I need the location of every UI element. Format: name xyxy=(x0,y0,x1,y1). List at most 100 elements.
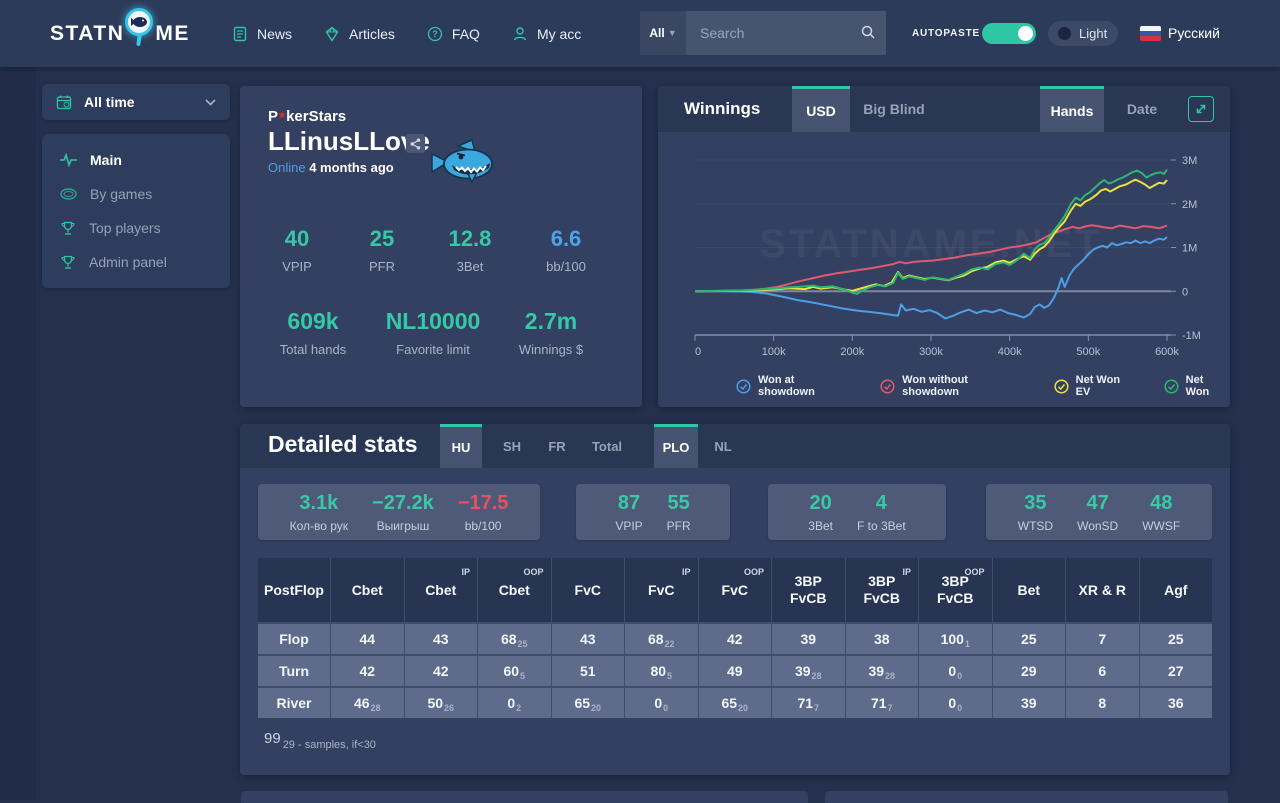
sidebar-menu: Main By games Top players Admin panel xyxy=(42,134,230,288)
tab-plo[interactable]: PLO xyxy=(654,424,698,468)
legend-item[interactable]: Net Won EV xyxy=(1054,374,1138,398)
stat-favorite-limit: NL10000 Favorite limit xyxy=(385,308,481,357)
toggle-knob xyxy=(1018,26,1033,41)
table-header-cell: XR & R xyxy=(1066,558,1139,622)
stat-winnings: 2.7m Winnings $ xyxy=(518,308,584,357)
summary-chip-hands: 3.1k Кол-во рук −27.2k Выигрыш −17.5 bb/100 xyxy=(258,484,540,540)
table-cell: 49 xyxy=(698,656,771,686)
chevron-down-icon xyxy=(205,98,216,106)
tab-hu[interactable]: HU xyxy=(440,424,482,468)
table-header-cell: FvC xyxy=(551,558,624,622)
table-cell: 42 xyxy=(698,624,771,654)
table-cell: 80 5 xyxy=(625,656,698,686)
winnings-title: Winnings xyxy=(684,99,761,118)
share-button[interactable] xyxy=(406,134,425,153)
table-cell: 68 22 xyxy=(625,624,698,654)
faq-icon: ? xyxy=(427,26,443,41)
stat-pfr: 25 PFR xyxy=(369,226,395,274)
search-bar: All ▼ xyxy=(640,11,886,55)
svg-text:400k: 400k xyxy=(998,346,1022,358)
nav-item-faq[interactable]: ? FAQ xyxy=(427,26,480,42)
table-row-label: Turn xyxy=(258,656,330,686)
table-cell: 42 xyxy=(331,656,404,686)
svg-text:1M: 1M xyxy=(1182,243,1197,255)
check-circle-icon xyxy=(736,378,751,394)
search-icon[interactable] xyxy=(860,24,876,40)
legend-item[interactable]: Net Won xyxy=(1164,374,1230,398)
stat-bb100: 6.6 bb/100 xyxy=(546,226,586,274)
table-cell: 27 xyxy=(1139,656,1212,686)
legend-item[interactable]: Won at showdown xyxy=(736,374,854,398)
theme-switch[interactable]: Light xyxy=(1048,21,1118,46)
statname-logo[interactable]: STATN ME xyxy=(50,8,190,47)
svg-text:100k: 100k xyxy=(762,346,786,358)
table-header-cell: 3BP FvCB xyxy=(772,558,845,622)
nav-item-articles[interactable]: Articles xyxy=(324,26,395,42)
tab-date[interactable]: Date xyxy=(1126,101,1158,117)
svg-text:0: 0 xyxy=(1182,286,1188,298)
tab-nl[interactable]: NL xyxy=(714,438,732,454)
star-icon: ★ xyxy=(278,110,287,120)
nav-item-my-account[interactable]: My acc xyxy=(512,26,581,42)
sidebar-item-admin-panel[interactable]: Admin panel xyxy=(42,245,230,279)
table-cell: 43 xyxy=(404,624,477,654)
table-cell: 46 28 xyxy=(331,688,404,718)
chevron-down-icon: ▼ xyxy=(667,28,677,38)
trophy-icon xyxy=(61,255,75,269)
table-cell: 39 xyxy=(992,688,1065,718)
tab-usd[interactable]: USD xyxy=(792,86,850,132)
table-cell: 71 7 xyxy=(772,688,845,718)
player-status: Online 4 months ago xyxy=(268,160,394,175)
time-filter-dropdown[interactable]: All time xyxy=(42,84,230,120)
autopaste-toggle[interactable] xyxy=(982,23,1036,44)
pulse-icon xyxy=(60,153,77,167)
table-cell: 6 xyxy=(1066,656,1139,686)
player-name: LLinusLLove xyxy=(268,126,430,156)
detailed-stats-title: Detailed stats xyxy=(268,431,418,457)
tab-sh[interactable]: SH xyxy=(502,438,522,454)
table-header-cell: Agf xyxy=(1139,558,1212,622)
table-cell: 42 xyxy=(404,656,477,686)
search-input[interactable] xyxy=(686,11,886,55)
svg-text:-1M: -1M xyxy=(1182,330,1201,342)
tab-hands[interactable]: Hands xyxy=(1040,86,1104,132)
sidebar-item-main[interactable]: Main xyxy=(42,143,230,177)
table-header-cell: Cbet xyxy=(331,558,404,622)
svg-text:300k: 300k xyxy=(919,346,943,358)
svg-text:?: ? xyxy=(432,29,438,39)
table-cell: 44 xyxy=(331,624,404,654)
legend-item[interactable]: Won without showdown xyxy=(880,374,1027,398)
main-nav: News Articles ? FAQ My acc xyxy=(232,0,581,67)
autopaste-label: AUTOPASTE xyxy=(912,28,980,39)
table-cell: 65 20 xyxy=(698,688,771,718)
legend-label: Won at showdown xyxy=(757,374,815,398)
table-cell: 36 xyxy=(1139,688,1212,718)
detailed-stats-header xyxy=(240,424,1230,468)
table-row-label: Flop xyxy=(258,624,330,654)
sidebar-item-top-players[interactable]: Top players xyxy=(42,211,230,245)
table-header-cell: PostFlop xyxy=(258,558,330,622)
table-cell: 39 28 xyxy=(772,656,845,686)
search-filter-select[interactable]: All ▼ xyxy=(640,11,686,55)
trophy-icon xyxy=(61,221,75,235)
table-header-cell: FvC IP xyxy=(625,558,698,622)
expand-chart-button[interactable] xyxy=(1188,96,1214,122)
winnings-chart-area: STATNAME.NET 0 100k 200k 300k 400k 500k 600k -1M… xyxy=(658,132,1230,372)
svg-text:2M: 2M xyxy=(1182,199,1197,211)
table-cell: 68 25 xyxy=(478,624,551,654)
winnings-card: Winnings USD Big Blind Hands Date STATNA… xyxy=(658,86,1230,407)
account-icon xyxy=(513,26,527,40)
tab-big-blind[interactable]: Big Blind xyxy=(863,101,925,117)
sidebar-item-by-games[interactable]: By games xyxy=(42,177,230,211)
tab-fr[interactable]: FR xyxy=(548,438,566,454)
tab-total[interactable]: Total xyxy=(591,438,623,454)
winnings-chart: STATNAME.NET 0 100k 200k 300k 400k 500k 600k-1M… xyxy=(694,155,1201,358)
language-switch[interactable]: Русский xyxy=(1168,25,1220,41)
nav-item-news[interactable]: News xyxy=(232,26,292,42)
stats-table: PostFlop Cbet Cbet IP Cbet OOP FvC FvC IP FvC OOP 3… xyxy=(258,558,1212,718)
svg-text:500k: 500k xyxy=(1076,346,1100,358)
stat-3bet: 12.8 3Bet xyxy=(448,226,492,274)
